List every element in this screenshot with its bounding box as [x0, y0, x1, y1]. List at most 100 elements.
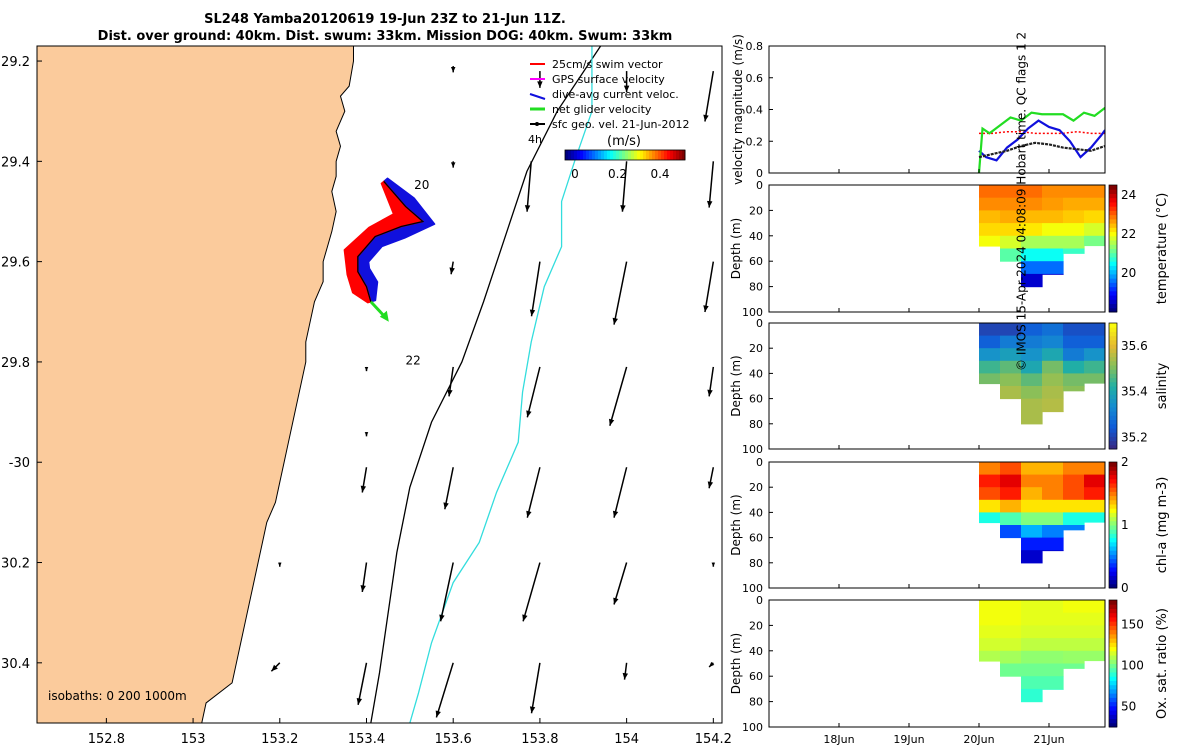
- current-vector: [707, 366, 715, 397]
- heat-cell: [1063, 499, 1085, 513]
- heat-cell: [1042, 688, 1064, 690]
- panel-3-salinity: 0 20 40 60 80 100 35.2 35.4 35.6 salinity Depth (m…: [729, 317, 1170, 456]
- panel-5-oxygen: 0 20 40 60 80 100 50 100 150 Ox. sat. ratio (%) De…: [729, 594, 1170, 746]
- heat-cell: [1021, 197, 1043, 211]
- map-panel: 20 22 25cm/s swim vector GPS surface veloci…: [1, 45, 732, 747]
- heat-cell: [1021, 612, 1043, 626]
- map-colorbar-tick-2: 0.4: [650, 167, 669, 181]
- current-vector: [270, 662, 281, 672]
- heat-cell: [1084, 650, 1105, 662]
- velocity-y-tick-0: 0: [756, 167, 763, 180]
- heat-cell: [1021, 638, 1043, 652]
- heat-cell: [1063, 525, 1085, 531]
- heat-cell: [1042, 261, 1064, 275]
- current-vector: [524, 161, 532, 212]
- heat-cell: [1000, 360, 1022, 374]
- current-vector: [529, 261, 541, 317]
- heat-cell: [1063, 210, 1085, 224]
- glider-track-line: [357, 180, 425, 302]
- heat-cell: [1042, 638, 1064, 652]
- panel-3-y-tick-0: 0: [756, 317, 763, 330]
- map-y-tick-4: -30: [9, 456, 30, 471]
- heat-cell: [1021, 600, 1043, 614]
- current-vector: [435, 662, 454, 718]
- panel-1-ylabel: velocity magnitude (m/s): [731, 34, 745, 185]
- panel-2-plot: [979, 185, 1105, 288]
- panel-3-y-tick-3: 60: [749, 393, 763, 406]
- heat-cell: [1021, 512, 1043, 526]
- panel-2-colorbar: 20 22 24: [1108, 184, 1136, 313]
- panel-4-y-tick-3: 60: [749, 532, 763, 545]
- current-vector: [439, 562, 454, 622]
- velocity-series-3: [978, 141, 1105, 159]
- heat-cell: [1000, 650, 1022, 665]
- heat-cell: [1021, 398, 1043, 412]
- panel-5-cbar-tick-0: 50: [1121, 700, 1136, 714]
- heat-cell: [979, 335, 1001, 349]
- heat-cell: [1063, 474, 1085, 488]
- heat-cell: [1021, 676, 1043, 690]
- map-x-tick-3: 153.4: [348, 732, 385, 747]
- heat-cell: [1000, 663, 1022, 677]
- heat-cell: [1042, 474, 1064, 488]
- current-vector: [622, 662, 629, 680]
- heat-cell: [1084, 612, 1105, 626]
- heat-cell: [1063, 650, 1085, 665]
- map-x-tick-1: 153: [181, 732, 206, 747]
- panel-4-y-tick-0: 0: [756, 456, 763, 469]
- heat-cell: [1063, 235, 1085, 250]
- current-vector: [529, 662, 541, 714]
- current-vector: [706, 161, 715, 208]
- current-vector: [620, 161, 628, 212]
- heat-cell: [1063, 185, 1085, 199]
- map-x-tick-5: 153.8: [521, 732, 558, 747]
- time-x-tick-0: 18Jun: [823, 733, 854, 746]
- heat-cell: [1000, 248, 1022, 262]
- current-vector: [703, 70, 715, 122]
- heat-cell: [1063, 663, 1085, 669]
- heat-cell: [1000, 512, 1022, 526]
- heat-cell: [1042, 512, 1064, 526]
- heat-cell: [1021, 223, 1043, 237]
- heat-cell: [1084, 512, 1105, 523]
- panel-5-y-tick-1: 20: [749, 619, 763, 632]
- heat-cell: [1063, 512, 1085, 526]
- heat-cell: [1042, 348, 1064, 362]
- heat-cell: [1000, 223, 1022, 237]
- label-4h: 4h: [528, 133, 542, 146]
- panel-5-colorbar: 50 100 150: [1108, 599, 1144, 728]
- panel-2-frame: [768, 184, 1106, 313]
- panel-3-cbar-tick-0: 35.2: [1121, 431, 1148, 445]
- heat-cell: [1021, 474, 1043, 488]
- panel-4-cbar-tick-1: 1: [1121, 518, 1129, 532]
- heat-cell: [1084, 638, 1105, 652]
- panel-3-y-tick-4: 80: [749, 418, 763, 431]
- heat-cell: [1063, 625, 1085, 639]
- current-vector: [707, 467, 715, 489]
- panel-3-plot: [979, 323, 1105, 425]
- panel-2-y-tick-0: 0: [756, 179, 763, 192]
- panel-4-frame: [768, 461, 1106, 589]
- current-vector: [708, 661, 715, 668]
- heat-cell: [1042, 373, 1064, 387]
- heat-cell: [1021, 373, 1043, 387]
- heat-cell: [1021, 248, 1043, 262]
- heat-cell: [1063, 373, 1085, 387]
- heat-cell: [1042, 525, 1064, 539]
- legend-swatch-2: [529, 93, 546, 100]
- heat-cell: [979, 348, 1001, 362]
- heat-cell: [1063, 323, 1085, 337]
- day-label-0: 20: [414, 178, 429, 192]
- heat-cell: [1063, 462, 1085, 476]
- heat-cell: [1063, 335, 1085, 349]
- panel-3-cbar-label: salinity: [1155, 362, 1170, 409]
- panel-1-frame: [768, 45, 1106, 174]
- map-x-tick-7: 154.2: [695, 732, 732, 747]
- heat-cell: [979, 650, 1001, 662]
- heat-cell: [1084, 625, 1105, 639]
- panel-2-cbar-label: temperature (°C): [1155, 193, 1170, 305]
- heat-cell: [1021, 261, 1043, 275]
- panel-5-y-tick-2: 40: [749, 645, 763, 658]
- heat-cell: [1021, 462, 1043, 476]
- heat-cell: [1042, 223, 1064, 237]
